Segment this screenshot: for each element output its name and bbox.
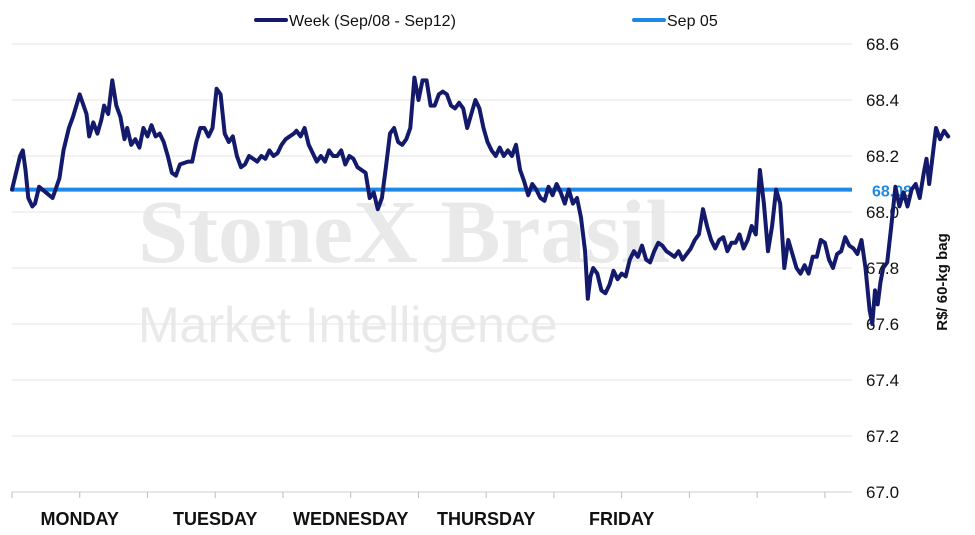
x-tick-label: THURSDAY [437, 509, 535, 529]
x-tick-label: WEDNESDAY [293, 509, 408, 529]
watermark-line2: Market Intelligence [138, 297, 558, 353]
y-tick-label: 67.2 [866, 427, 899, 446]
legend: Week (Sep/08 - Sep12) Sep 05 [254, 13, 718, 30]
watermark-line1: StoneX Brasil [138, 183, 671, 282]
legend-label-week: Week (Sep/08 - Sep12) [289, 13, 456, 30]
x-tick-label: MONDAY [41, 509, 119, 529]
y-tick-label: 67.4 [866, 371, 899, 390]
x-tick-label: TUESDAY [173, 509, 257, 529]
y-tick-label: 68.4 [866, 91, 899, 110]
legend-label-sep05: Sep 05 [667, 13, 718, 30]
series-line-week [10, 75, 951, 326]
x-axis: MONDAY TUESDAY WEDNESDAY THURSDAY FRIDAY [11, 492, 826, 529]
y-tick-label: 68.2 [866, 147, 899, 166]
x-tick-label: FRIDAY [589, 509, 654, 529]
grid-lines [12, 43, 852, 493]
y-axis-label: R$/ 60-kg bag [934, 233, 951, 331]
y-tick-label: 67.0 [866, 483, 899, 502]
y-tick-label: 68.6 [866, 35, 899, 54]
